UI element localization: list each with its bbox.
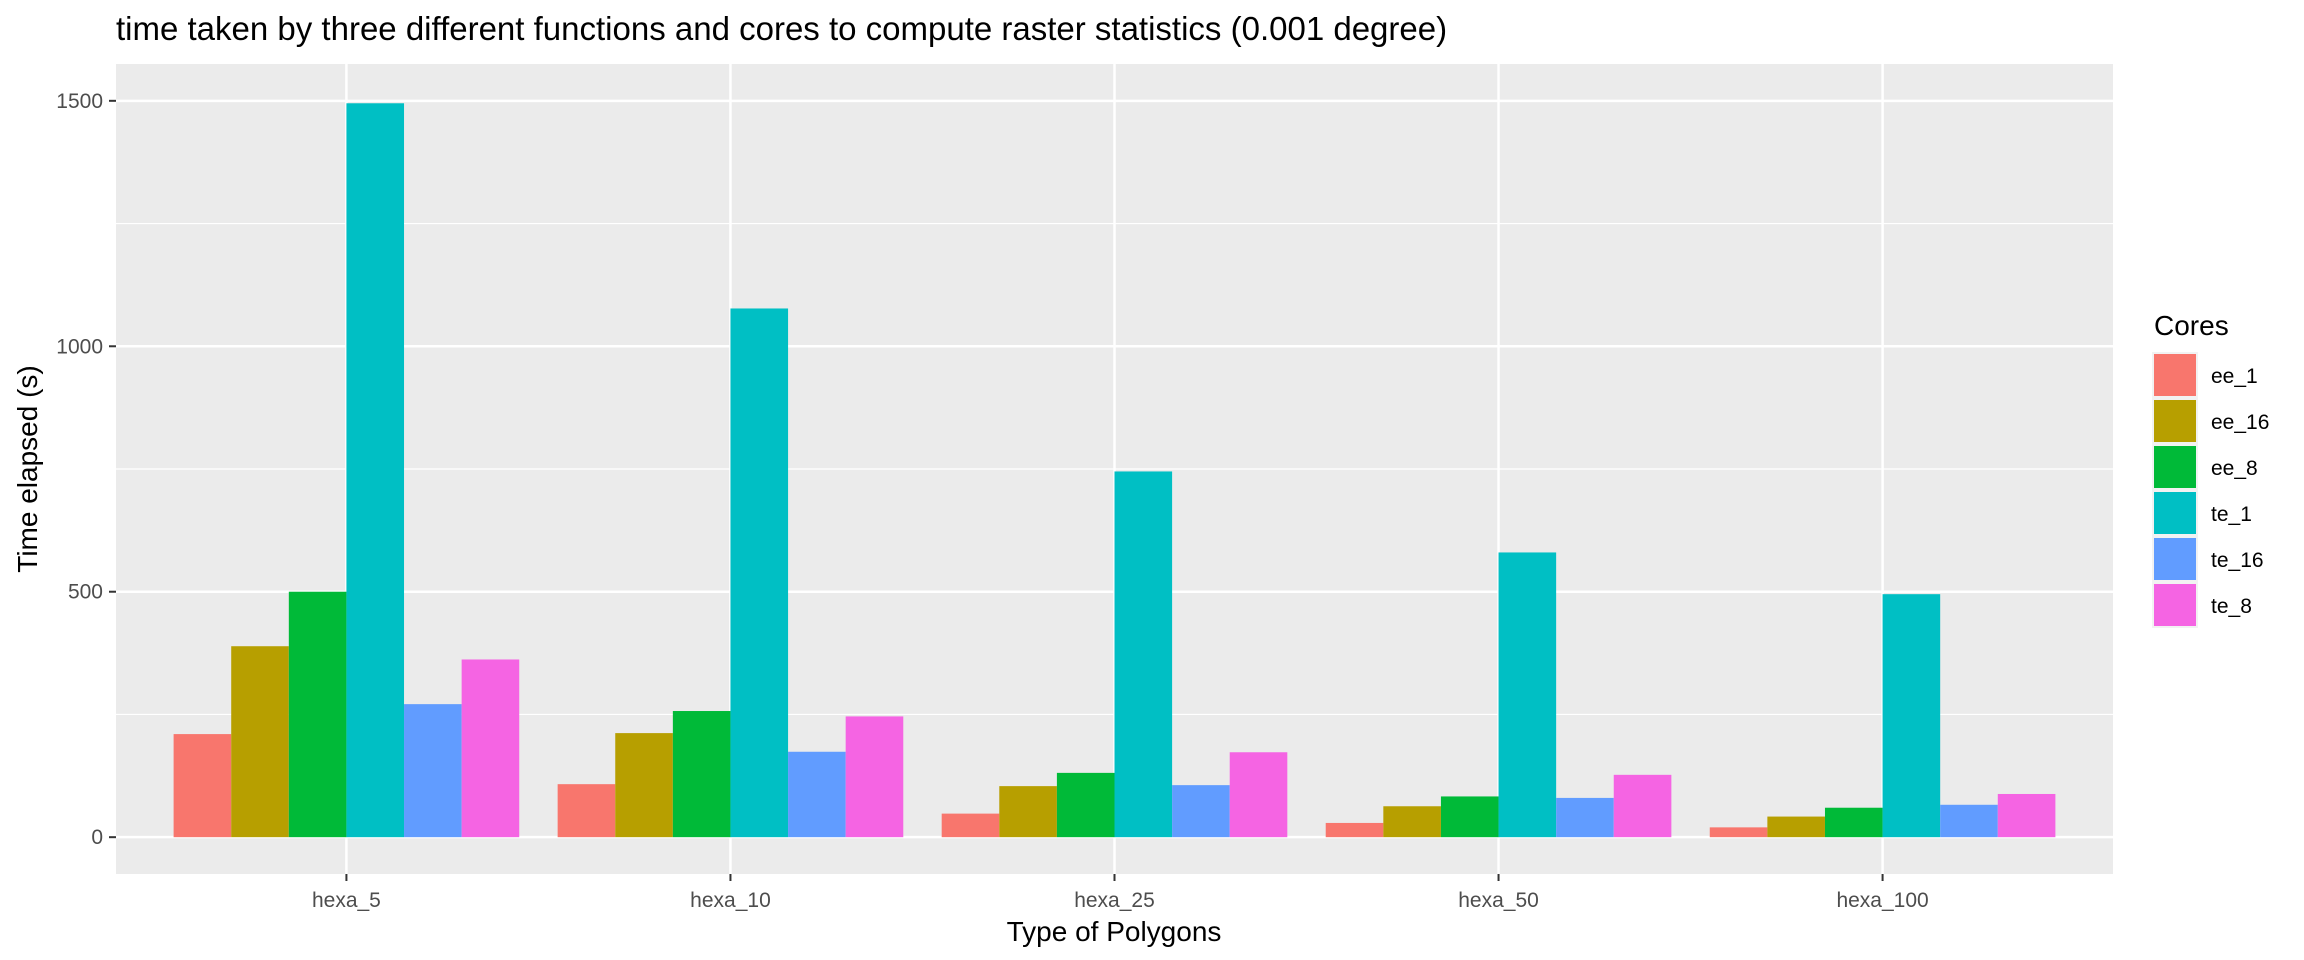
bar-ee_8-hexa_25 (1056, 772, 1115, 838)
y-tick-label: 1000 (56, 335, 103, 358)
bar-te_8-hexa_5 (461, 659, 520, 838)
bar-te_8-hexa_10 (845, 716, 904, 838)
x-tick-label: hexa_5 (312, 889, 381, 912)
x-tick-label: hexa_50 (1458, 889, 1539, 912)
bar-te_1-hexa_25 (1114, 471, 1173, 838)
legend: Cores ee_1 ee_16 ee_8 te_1 te_16 te_8 (2152, 310, 2269, 628)
x-tick-label: hexa_25 (1074, 889, 1155, 912)
bar-te_8-hexa_50 (1613, 774, 1672, 838)
legend-swatch-te_8 (2154, 584, 2196, 626)
x-axis: hexa_5 hexa_10 hexa_25 hexa_50 hexa_100 (312, 874, 1929, 912)
bar-ee_1-hexa_50 (1325, 822, 1384, 838)
y-tick-label: 500 (68, 581, 103, 604)
bar-te_1-hexa_5 (346, 103, 405, 838)
bar-ee_8-hexa_5 (288, 591, 347, 838)
x-tick-label: hexa_10 (690, 889, 771, 912)
bar-te_16-hexa_100 (1940, 804, 1998, 838)
legend-swatch-ee_16 (2154, 400, 2196, 442)
x-axis-title: Type of Polygons (1007, 916, 1222, 947)
y-tick-label: 1500 (56, 90, 103, 113)
bar-ee_8-hexa_100 (1824, 807, 1883, 838)
legend-label-ee_16: ee_16 (2211, 411, 2269, 434)
y-axis-title: Time elapsed (s) (12, 365, 43, 572)
bar-ee_16-hexa_100 (1767, 816, 1825, 838)
legend-swatch-ee_8 (2154, 446, 2196, 488)
bar-ee_8-hexa_10 (672, 711, 731, 838)
legend-swatch-te_1 (2154, 492, 2196, 534)
bar-te_16-hexa_10 (788, 751, 846, 838)
bar-ee_16-hexa_50 (1383, 806, 1441, 838)
legend-label-te_8: te_8 (2211, 595, 2252, 618)
bar-ee_16-hexa_25 (999, 786, 1057, 838)
y-axis: 0 500 1000 1500 (56, 90, 116, 849)
bar-ee_1-hexa_25 (941, 813, 1000, 838)
x-tick-label: hexa_100 (1836, 889, 1928, 912)
bars (173, 103, 2056, 838)
bar-ee_8-hexa_50 (1440, 796, 1499, 838)
legend-label-ee_1: ee_1 (2211, 365, 2258, 388)
bar-ee_16-hexa_10 (615, 733, 673, 838)
bar-te_8-hexa_25 (1229, 752, 1288, 838)
legend-label-ee_8: ee_8 (2211, 457, 2258, 480)
bar-ee_1-hexa_100 (1709, 827, 1768, 838)
legend-label-te_1: te_1 (2211, 503, 2252, 526)
chart-title: time taken by three different functions … (116, 10, 1447, 47)
bar-te_16-hexa_50 (1556, 797, 1614, 838)
bar-te_1-hexa_10 (730, 308, 789, 838)
bar-te_1-hexa_100 (1882, 594, 1941, 838)
bar-ee_16-hexa_5 (231, 646, 289, 838)
bar-te_1-hexa_50 (1498, 552, 1557, 838)
bar-te_8-hexa_100 (1997, 793, 2056, 838)
bar-te_16-hexa_25 (1172, 785, 1230, 838)
legend-swatch-te_16 (2154, 538, 2196, 580)
bar-te_16-hexa_5 (404, 704, 462, 838)
legend-label-te_16: te_16 (2211, 549, 2264, 572)
legend-swatch-ee_1 (2154, 354, 2196, 396)
bar-ee_1-hexa_10 (557, 784, 616, 838)
y-tick-label: 0 (91, 826, 103, 849)
bar-ee_1-hexa_5 (173, 734, 232, 838)
legend-title: Cores (2154, 310, 2229, 341)
